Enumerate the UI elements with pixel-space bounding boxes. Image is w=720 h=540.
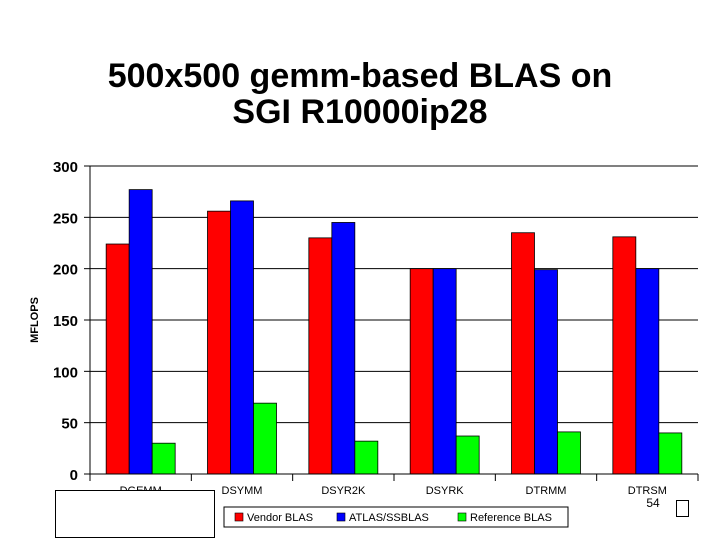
chart-title: 500x500 gemm-based BLAS on SGI R10000ip2… bbox=[0, 58, 720, 130]
y-tick-label: 50 bbox=[61, 416, 78, 433]
x-tick-label: DTRMM bbox=[526, 485, 567, 497]
bar bbox=[253, 402, 277, 475]
checkbox-icon bbox=[676, 500, 689, 517]
page-number: 54 bbox=[646, 496, 660, 510]
x-tick-label: DSYR2K bbox=[321, 485, 366, 497]
bar bbox=[635, 268, 660, 475]
x-tick-label: DTRSM bbox=[628, 485, 667, 497]
bar bbox=[432, 268, 457, 475]
bar bbox=[354, 440, 379, 475]
bar bbox=[557, 431, 581, 475]
chart-title-line-2: SGI R10000ip28 bbox=[232, 93, 488, 131]
bar bbox=[230, 200, 254, 475]
bar bbox=[658, 432, 683, 475]
y-tick-label: 300 bbox=[53, 159, 78, 176]
chart-title-line-1: 500x500 gemm-based BLAS on bbox=[107, 57, 613, 95]
bar bbox=[105, 243, 130, 475]
bar bbox=[511, 232, 535, 475]
y-tick-label: 150 bbox=[53, 313, 78, 330]
bar bbox=[612, 236, 637, 475]
legend-swatch bbox=[234, 512, 244, 522]
bar bbox=[308, 237, 333, 475]
blank-note-box bbox=[55, 490, 215, 538]
x-tick-label: DSYRK bbox=[426, 485, 465, 497]
legend-label: ATLAS/SSBLAS bbox=[349, 512, 429, 524]
legend-box bbox=[223, 506, 569, 528]
y-tick-label: 250 bbox=[53, 210, 78, 227]
y-tick-label: 200 bbox=[53, 262, 78, 279]
legend-label: Vendor BLAS bbox=[247, 512, 313, 524]
y-tick-label: 0 bbox=[70, 467, 78, 484]
bar bbox=[409, 268, 434, 475]
bar bbox=[207, 210, 231, 475]
legend-swatch bbox=[336, 512, 346, 522]
y-axis-label: MFLOPS bbox=[29, 297, 41, 343]
x-tick-label: DSYMM bbox=[222, 485, 263, 497]
legend-swatch bbox=[457, 512, 467, 522]
bar bbox=[455, 435, 480, 475]
bar bbox=[128, 189, 153, 475]
bar bbox=[151, 442, 176, 475]
legend-label: Reference BLAS bbox=[470, 512, 552, 524]
bar bbox=[331, 222, 356, 475]
bar bbox=[534, 269, 558, 475]
y-tick-label: 100 bbox=[53, 364, 78, 381]
